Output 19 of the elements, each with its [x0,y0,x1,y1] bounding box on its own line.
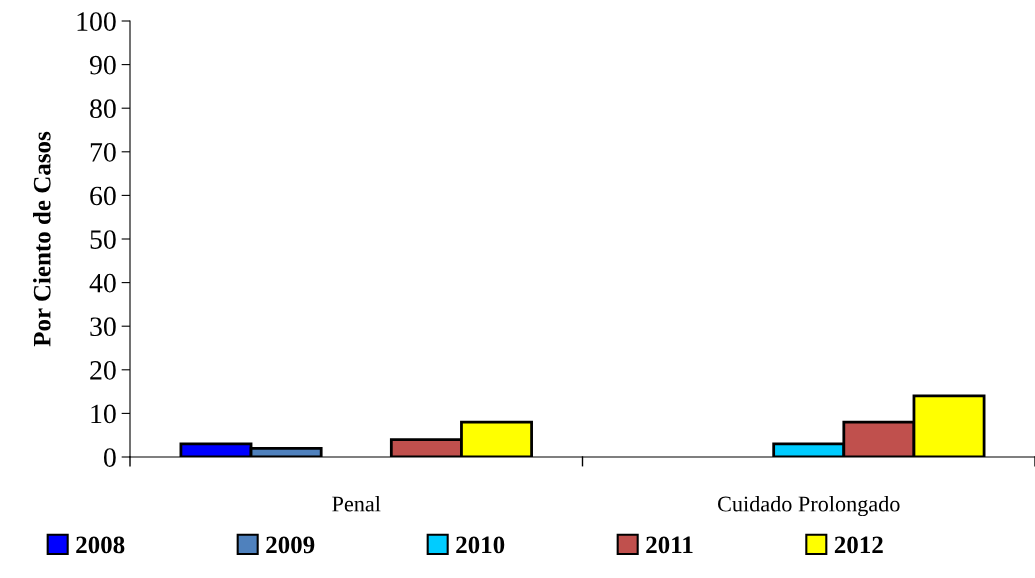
y-tick-label: 100 [77,12,116,31]
y-axis-title: Por Ciento de Casos [33,131,51,347]
legend-label: 2012 [834,536,883,554]
y-tick-label: 80 [90,99,116,119]
x-tick-label: Penal [332,495,381,512]
y-tick-label: 10 [91,404,116,424]
y-tick-label: 90 [89,55,116,75]
legend-label: 2009 [266,536,315,554]
y-tick-label: 70 [90,142,116,162]
legend-label: 2008 [76,536,125,554]
y-tick-label: 50 [90,230,116,249]
y-tick-label: 0 [103,448,116,467]
legend-label: 2011 [646,536,693,554]
y-tick-label: 40 [89,273,116,293]
y-tick-label: 60 [90,186,116,206]
y-tick-label: 20 [90,360,116,380]
y-tick-label: 30 [90,317,116,337]
legend-label: 2010 [456,536,505,554]
x-tick-label: Cuidado Prolongado [718,495,900,517]
